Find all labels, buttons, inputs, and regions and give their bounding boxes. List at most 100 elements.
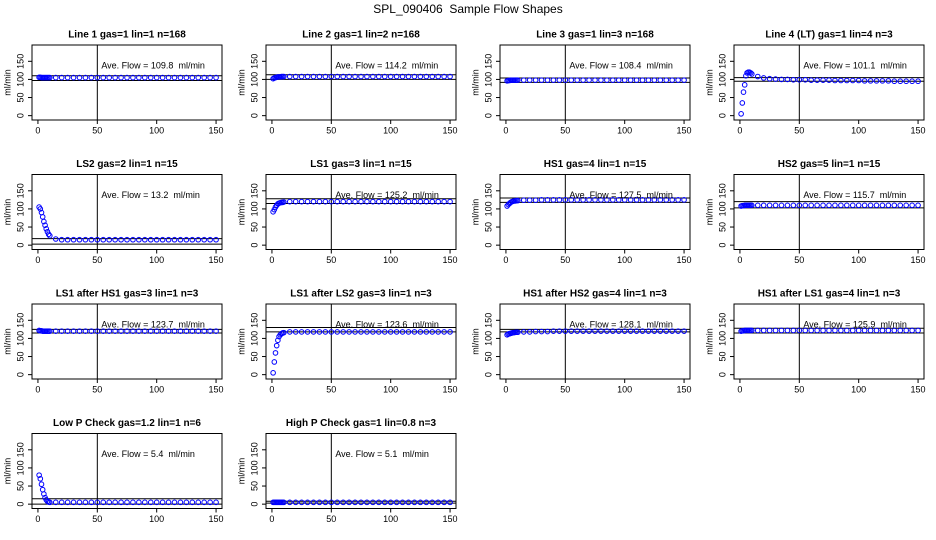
point [322,499,329,506]
point [201,499,207,506]
point [292,198,299,205]
y-tick-label: 100 [15,331,25,346]
point [796,327,803,334]
x-tick-label: 150 [209,125,224,135]
point [754,327,761,334]
point [903,78,909,85]
point [64,236,71,243]
point [749,202,755,209]
point [429,198,436,205]
point [749,327,755,334]
point [778,76,785,83]
point [393,198,400,205]
point [657,77,664,83]
annotation: Ave. Flow = 127.5 ml/min [569,190,673,200]
point [165,74,172,81]
y-tick-label: 150 [249,54,259,69]
point [873,78,880,84]
point [165,236,172,243]
y-axis-label: ml/min [236,458,246,485]
point [58,236,65,243]
point [447,73,453,80]
point [515,77,521,83]
point [195,74,202,81]
point [574,77,580,83]
y-tick-label: 50 [717,222,727,232]
point [70,236,77,243]
main-title: SPL_090406 Sample Flow Shapes [373,2,562,16]
point [58,499,65,506]
point [784,202,791,209]
point [346,73,352,80]
point [867,327,874,334]
x-tick-label: 100 [617,125,632,135]
point [106,236,112,243]
point [292,499,299,506]
point [352,198,358,205]
point [370,329,376,335]
x-tick-label: 150 [443,125,458,135]
point [441,499,447,506]
point [861,202,868,209]
point [802,327,809,334]
point [118,499,124,506]
y-tick-label: 50 [249,481,259,491]
point [189,328,196,334]
point [627,77,634,83]
point [286,499,293,506]
point [663,328,670,334]
point [310,198,317,205]
x-tick-label: 100 [851,255,866,265]
point [639,197,646,203]
point [861,78,868,84]
point [310,329,317,335]
point [177,499,184,506]
point [796,202,803,209]
x-tick-label: 0 [503,255,508,265]
point [562,328,569,334]
plot-box [499,174,691,250]
point [94,74,101,81]
point [645,197,652,203]
point [867,78,874,84]
point [604,328,610,334]
point [147,236,154,243]
y-tick-label: 0 [717,243,727,248]
point [112,328,118,334]
point [286,198,293,205]
point [346,198,352,205]
point [681,197,687,203]
point [417,198,424,205]
point [118,74,124,81]
y-tick-label: 100 [717,331,727,346]
point [393,73,400,80]
panel-title: HS1 after HS2 gas=4 lin=1 n=3 [523,289,667,300]
point [112,236,118,243]
point [399,73,406,80]
annotation: Ave. Flow = 114.2 ml/min [335,60,438,70]
x-tick-label: 50 [326,125,336,135]
point [147,328,154,334]
point [270,370,276,376]
point [873,327,880,334]
point [292,329,299,335]
y-axis-label: ml/min [236,199,246,226]
point [915,202,921,209]
point [334,73,341,80]
point [538,197,545,203]
point [340,329,346,335]
plot-box [499,303,691,380]
point [675,77,681,83]
point [802,202,809,209]
point [328,329,335,335]
point [411,329,418,335]
point [153,499,160,506]
point [124,236,130,243]
point [130,328,136,334]
x-tick-label: 0 [503,384,508,394]
point [399,198,406,205]
panel-title: Line 4 (LT) gas=1 lin=4 n=3 [765,30,893,41]
point [586,197,592,203]
point [159,74,166,81]
point [147,74,154,81]
